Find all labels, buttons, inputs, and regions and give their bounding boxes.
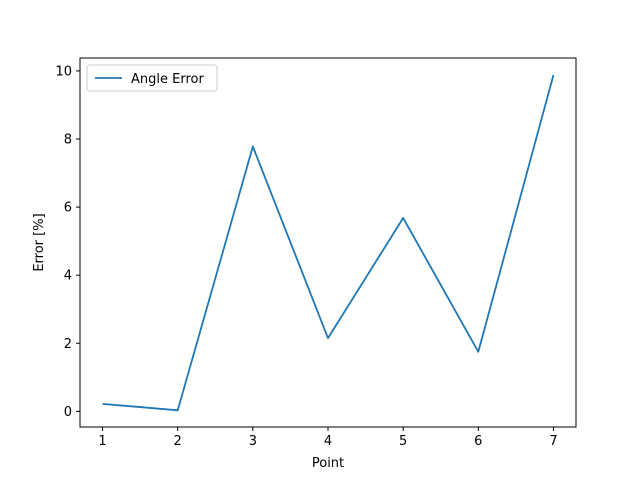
legend-label: Angle Error [131,72,204,87]
data-point [252,146,254,148]
y-tick-label: 6 [64,201,72,216]
data-point [477,351,479,353]
y-tick-label: 2 [64,337,72,352]
y-tick-label: 8 [64,133,72,148]
plot-frame [79,57,577,428]
x-tick-label: 5 [399,434,407,449]
y-tick-label: 0 [64,405,72,420]
x-axis-label: Point [312,456,344,471]
series-layer [102,74,555,412]
data-point [102,403,104,405]
y-tick-label: 10 [55,64,72,79]
series-line-angle-error [102,74,555,412]
ticks-layer: 1 2 3 4 5 6 7 0 2 4 6 8 10 [55,64,557,449]
data-point [177,409,179,411]
x-tick-label: 1 [98,434,106,449]
legend: Angle Error [86,64,218,92]
y-axis-label: Error [%] [32,213,47,271]
x-tick-label: 3 [249,434,257,449]
x-tick-label: 4 [324,434,332,449]
x-tick-label: 2 [174,434,182,449]
data-point [327,337,329,339]
data-point [553,74,555,76]
y-tick-label: 4 [64,269,72,284]
data-point [402,217,404,219]
x-tick-label: 7 [549,434,557,449]
legend-box [86,64,218,92]
x-tick-label: 6 [474,434,482,449]
